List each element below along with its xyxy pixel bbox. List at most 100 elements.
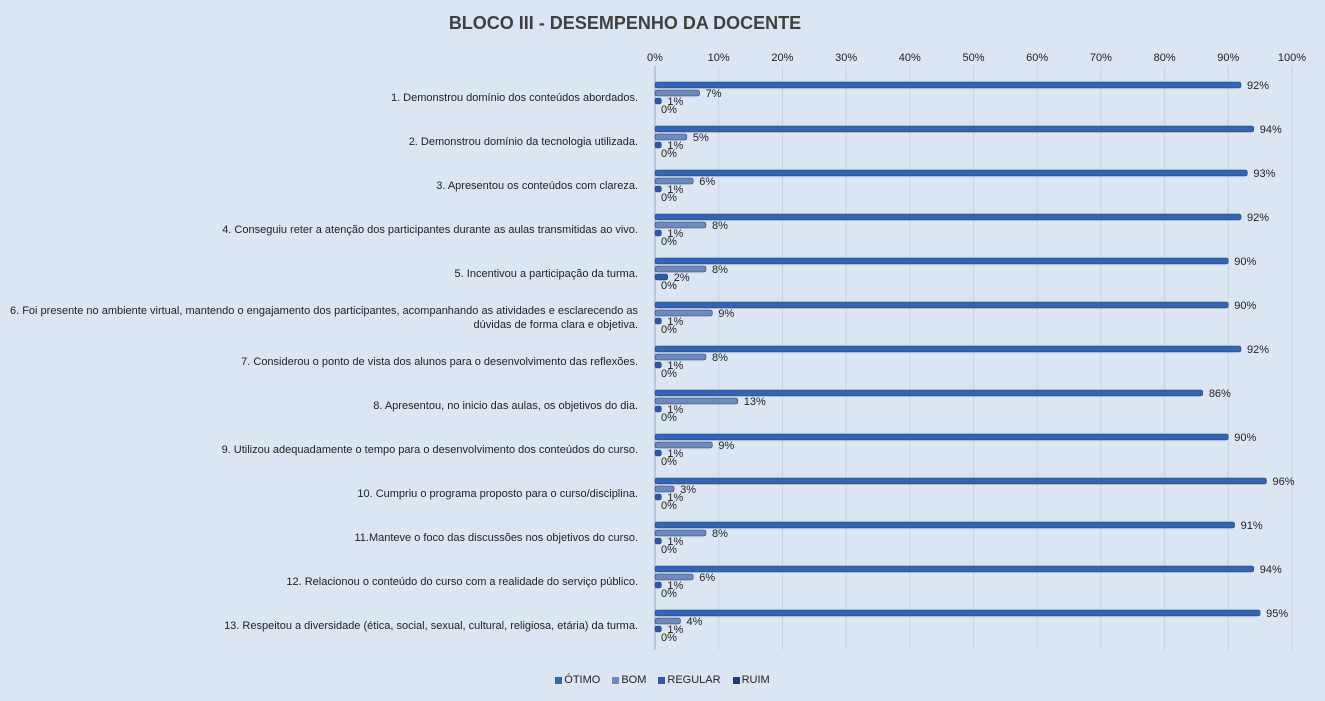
- data-label: 1%: [667, 624, 683, 636]
- x-tick-label: 90%: [1217, 52, 1239, 64]
- legend-item: BOM: [612, 674, 646, 686]
- data-label: 8%: [712, 264, 728, 276]
- bar: [654, 141, 662, 149]
- data-label: 1%: [667, 448, 683, 460]
- legend-swatch: [732, 676, 740, 684]
- data-label: 0%: [661, 324, 677, 336]
- bar: [654, 529, 707, 537]
- bar: [654, 133, 688, 141]
- data-label: 8%: [712, 528, 728, 540]
- data-label: 13%: [744, 396, 766, 408]
- category-label: 13. Respeitou a diversidade (ética, soci…: [224, 620, 638, 632]
- data-label: 5%: [693, 132, 709, 144]
- data-label: 92%: [1247, 80, 1269, 92]
- data-label: 0%: [661, 412, 677, 424]
- data-label: 91%: [1241, 520, 1263, 532]
- bar: [654, 625, 662, 633]
- bar: [654, 581, 662, 589]
- bar: [654, 617, 681, 625]
- data-label: 0%: [661, 368, 677, 380]
- bar: [654, 89, 700, 97]
- category-label: 4. Conseguiu reter a atenção dos partici…: [222, 224, 638, 236]
- category-label: 9. Utilizou adequadamente o tempo para o…: [221, 444, 638, 456]
- category-label: 8. Apresentou, no inicio das aulas, os o…: [373, 400, 638, 412]
- category-label: 1. Demonstrou domínio dos conteúdos abor…: [390, 92, 638, 104]
- category-label: 3. Apresentou os conteúdos com clareza.: [436, 180, 638, 192]
- data-label: 1%: [667, 96, 683, 108]
- legend-item: ÓTIMO: [555, 674, 600, 686]
- bar: [654, 317, 662, 325]
- data-label: 8%: [712, 352, 728, 364]
- legend-label: REGULAR: [667, 674, 721, 686]
- data-label: 6%: [699, 176, 715, 188]
- x-tick-label: 0%: [647, 52, 663, 64]
- bar: [654, 177, 694, 185]
- bar: [654, 97, 662, 105]
- data-label: 9%: [718, 308, 734, 320]
- data-label: 9%: [718, 440, 734, 452]
- bar: [654, 81, 1242, 89]
- bar: [654, 309, 713, 317]
- category-label: 12. Relacionou o conteúdo do curso com a…: [286, 576, 638, 588]
- bar: [654, 213, 1242, 221]
- data-label: 92%: [1247, 212, 1269, 224]
- category-label: 5. Incentivou a participação da turma.: [454, 268, 638, 280]
- bar: [654, 389, 1204, 397]
- category-label: 11.Manteve o foco das discussões nos obj…: [354, 532, 638, 544]
- bar: [654, 537, 662, 545]
- data-label: 94%: [1260, 124, 1282, 136]
- data-label: 94%: [1260, 564, 1282, 576]
- data-label: 0%: [661, 632, 677, 644]
- bar: [654, 345, 1242, 353]
- x-tick-label: 60%: [1026, 52, 1048, 64]
- data-label: 0%: [661, 280, 677, 292]
- data-label: 0%: [661, 104, 677, 116]
- category-label: 10. Cumpriu o programa proposto para o c…: [357, 488, 638, 500]
- bar: [654, 273, 668, 281]
- bar: [654, 609, 1261, 617]
- bar: [654, 221, 707, 229]
- bar: [654, 449, 662, 457]
- bar: [654, 441, 713, 449]
- bar: [654, 301, 1229, 309]
- data-label: 0%: [661, 588, 677, 600]
- legend-swatch: [612, 676, 620, 684]
- data-label: 4%: [686, 616, 702, 628]
- data-label: 0%: [661, 456, 677, 468]
- bar: [654, 229, 662, 237]
- legend-label: ÓTIMO: [564, 674, 601, 686]
- legend-item: RUIM: [732, 674, 770, 686]
- data-label: 1%: [667, 228, 683, 240]
- data-label: 86%: [1209, 388, 1231, 400]
- data-label: 0%: [661, 544, 677, 556]
- x-tick-label: 10%: [708, 52, 730, 64]
- bar: [654, 361, 662, 369]
- legend-swatch: [555, 676, 563, 684]
- legend-swatch: [658, 676, 666, 684]
- x-tick-label: 80%: [1154, 52, 1176, 64]
- bar: [654, 433, 1229, 441]
- bar: [654, 565, 1255, 573]
- bar: [654, 397, 739, 405]
- data-label: 95%: [1266, 608, 1288, 620]
- data-label: 96%: [1273, 476, 1295, 488]
- category-label: 2. Demonstrou domínio da tecnologia util…: [408, 136, 638, 148]
- bar: [654, 477, 1267, 485]
- data-label: 6%: [699, 572, 715, 584]
- data-label: 0%: [661, 500, 677, 512]
- bar: [654, 405, 662, 413]
- chart-title: BLOCO III - DESEMPENHO DA DOCENTE: [449, 13, 801, 33]
- x-tick-label: 20%: [771, 52, 793, 64]
- x-tick-label: 50%: [962, 52, 984, 64]
- bar: [654, 257, 1229, 265]
- data-label: 92%: [1247, 344, 1269, 356]
- data-label: 7%: [706, 88, 722, 100]
- data-label: 2%: [674, 272, 690, 284]
- legend-label: RUIM: [741, 674, 770, 686]
- data-label: 1%: [667, 536, 683, 548]
- data-label: 1%: [667, 580, 683, 592]
- legend: ÓTIMO BOM REGULAR RUIM: [0, 674, 1325, 686]
- category-label: 7. Considerou o ponto de vista dos aluno…: [241, 356, 638, 368]
